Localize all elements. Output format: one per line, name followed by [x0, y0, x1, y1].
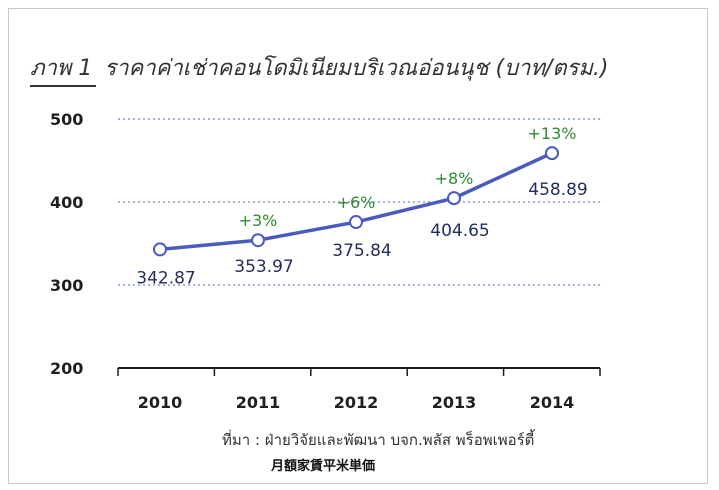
chart-frame — [8, 8, 708, 484]
y-tick-label: 500 — [50, 110, 83, 129]
y-tick-label: 300 — [50, 276, 83, 295]
data-label: 342.87 — [136, 268, 195, 288]
source-note: ที่มา : ฝ่ายวิจัยและพัฒนา บจก.พลัส พร็อพ… — [222, 431, 535, 449]
data-label: 404.65 — [430, 221, 489, 241]
data-point — [153, 242, 167, 257]
chart-title-prefix: ภาพ 1 — [30, 50, 97, 87]
data-label: 458.89 — [528, 180, 587, 200]
growth-label: +6% — [337, 193, 376, 212]
data-point — [447, 191, 461, 206]
x-tick-label: 2011 — [236, 393, 281, 412]
x-tick-label: 2010 — [138, 393, 183, 412]
y-tick-label: 200 — [50, 359, 83, 378]
growth-label: +8% — [435, 169, 474, 188]
caption: 月額家賃平米単価 — [271, 459, 376, 474]
y-tick-label: 400 — [50, 193, 83, 212]
chart-title: ภาพ 1 ราคาค่าเช่าคอนโดมิเนียมบริเวณอ่อนนุ… — [30, 50, 609, 87]
growth-label: +13% — [528, 124, 577, 143]
data-point — [545, 146, 559, 161]
growth-label: +3% — [239, 211, 278, 230]
data-point — [251, 233, 265, 248]
x-tick-label: 2012 — [334, 393, 379, 412]
x-tick-label: 2013 — [432, 393, 477, 412]
data-label: 375.84 — [332, 241, 391, 261]
chart-title-text: ราคาค่าเช่าคอนโดมิเนียมบริเวณอ่อนนุช (บา… — [104, 56, 609, 81]
x-tick-label: 2014 — [530, 393, 575, 412]
data-point — [349, 215, 363, 230]
data-label: 353.97 — [234, 257, 293, 277]
